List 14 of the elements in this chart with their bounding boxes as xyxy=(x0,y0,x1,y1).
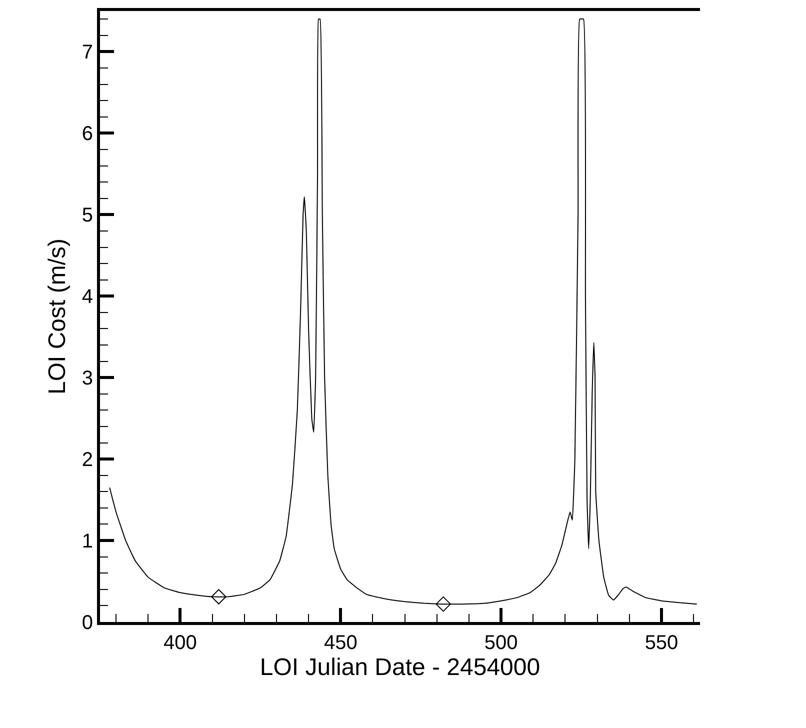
y-tick-label: 0 xyxy=(82,612,93,634)
y-tick-label: 7 xyxy=(82,42,93,64)
x-tick-label: 400 xyxy=(164,632,197,654)
x-axis-title: LOI Julian Date - 2454000 xyxy=(260,654,540,681)
y-tick-label: 3 xyxy=(82,368,93,390)
y-tick-label: 2 xyxy=(82,449,93,472)
x-tick-label: 500 xyxy=(484,632,518,654)
x-tick-label: 450 xyxy=(324,632,358,654)
y-tick-label: 1 xyxy=(82,530,93,553)
y-axis-title: LOI Cost (m/s) xyxy=(44,238,71,395)
y-tick-label: 6 xyxy=(82,123,93,146)
y-tick-label: 5 xyxy=(82,204,93,227)
x-tick-label: 550 xyxy=(644,632,678,654)
y-tick-label: 4 xyxy=(82,286,93,308)
